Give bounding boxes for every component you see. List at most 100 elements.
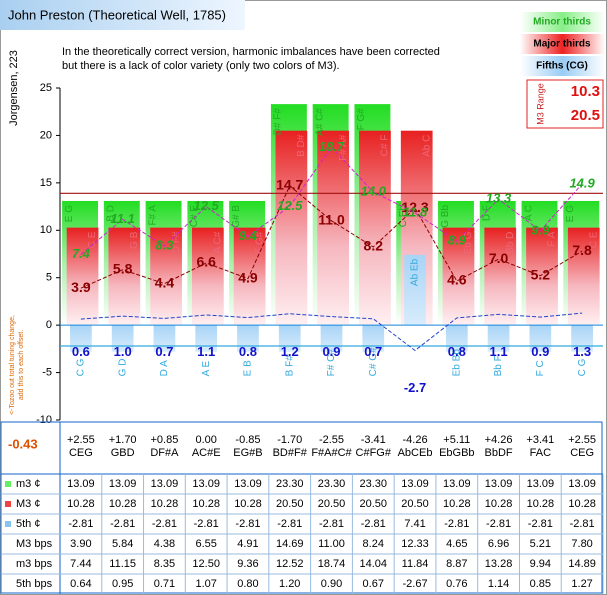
- data-label: 0.6: [72, 344, 90, 359]
- y-tick-label: 10: [40, 224, 52, 236]
- table-cell: 20.50: [401, 498, 429, 510]
- data-label: 13.3: [486, 191, 512, 206]
- bar: [404, 254, 426, 326]
- range-label: M3 Range: [535, 83, 545, 125]
- note-label: F G#: [356, 108, 367, 131]
- table-cell: 0.90: [321, 578, 342, 590]
- table-cell: 8.35: [154, 558, 175, 570]
- note-label: Bb F: [493, 355, 504, 376]
- total-offset: -0.43: [8, 436, 38, 451]
- data-label: 11.0: [318, 212, 345, 228]
- note-label: A# C#: [314, 108, 325, 136]
- data-label: 8.2: [364, 238, 384, 254]
- table-cell: 10.28: [151, 498, 179, 510]
- note-label: C Eb: [398, 205, 409, 228]
- note-label: A E: [201, 360, 212, 376]
- category-label: AC#E: [192, 447, 221, 459]
- y-axis-label: Jorgensen, 223: [8, 50, 20, 126]
- note-label: C# G#: [368, 347, 379, 376]
- table-cell: -2.81: [68, 518, 93, 530]
- table-cell: 23.30: [276, 478, 304, 490]
- note-label: D A: [159, 360, 170, 376]
- range-box: [526, 79, 604, 129]
- note-label: G B: [129, 231, 140, 249]
- note-label: C G: [76, 358, 87, 376]
- y-tick-label: 15: [40, 177, 52, 189]
- offset-label: -0.85: [235, 434, 260, 446]
- table-cell: -2.81: [277, 518, 302, 530]
- bar: [487, 325, 510, 352]
- table-cell: -2.81: [110, 518, 135, 530]
- data-label: 4.6: [447, 272, 467, 288]
- table-cell: 6.96: [488, 538, 509, 550]
- table-cell: -2.81: [486, 518, 511, 530]
- data-label: 0.8: [448, 344, 466, 359]
- note-label: B D: [106, 205, 117, 222]
- offset-label: +0.85: [151, 434, 179, 446]
- note-label: E G#: [254, 231, 265, 254]
- table-cell: 13.09: [568, 478, 596, 490]
- data-label: 5.2: [531, 266, 551, 282]
- table-cell: 20.50: [276, 498, 304, 510]
- table-cell: 10.28: [192, 498, 220, 510]
- table-cell: 9.36: [237, 558, 258, 570]
- data-label: 7.4: [72, 246, 91, 261]
- table-cell: 12.52: [276, 558, 304, 570]
- row-swatch: [5, 481, 11, 487]
- table-cell: 23.30: [360, 478, 388, 490]
- data-label: 14.0: [361, 183, 387, 198]
- bar: [529, 325, 552, 352]
- table-cell: -2.81: [361, 518, 386, 530]
- data-label: 6.6: [196, 254, 216, 270]
- note-label: B F#: [284, 355, 295, 377]
- note-label: G D: [117, 359, 128, 377]
- table-cell: 10.28: [109, 498, 137, 510]
- table-cell: 12.33: [401, 538, 429, 550]
- note-label: Bb D: [505, 232, 516, 254]
- side-note: add this to each offset.: [18, 330, 25, 400]
- row-swatch: [5, 521, 11, 527]
- note-label: C# E: [189, 205, 200, 228]
- data-label: 7.8: [572, 242, 592, 258]
- category-label: EbGBb: [439, 447, 474, 459]
- note-label: C# F: [380, 135, 391, 157]
- range-value: 10.3: [571, 83, 600, 100]
- table-cell: 13.09: [485, 478, 513, 490]
- y-tick-label: 5: [46, 272, 52, 284]
- table-cell: 0.67: [363, 578, 384, 590]
- data-label: 1.0: [114, 344, 132, 359]
- annotation: but there is a lack of color variety (on…: [62, 60, 340, 72]
- data-label: 1.1: [197, 344, 215, 359]
- bar: [445, 325, 468, 352]
- table-cell: 13.09: [109, 478, 137, 490]
- table-cell: 10.28: [67, 498, 95, 510]
- table-cell: 12.50: [192, 558, 220, 570]
- offset-label: -1.70: [277, 434, 302, 446]
- data-label: 0.7: [155, 344, 173, 359]
- table-cell: -2.67: [402, 578, 427, 590]
- category-label: F#A#C#: [311, 447, 352, 459]
- note-label: Eb Bb: [451, 349, 462, 377]
- data-label: 12.3: [401, 199, 428, 215]
- table-cell: 0.64: [70, 578, 91, 590]
- data-label: 12.5: [277, 198, 303, 213]
- table-cell: 10.28: [527, 498, 555, 510]
- offset-label: +1.70: [109, 434, 137, 446]
- table-cell: 5.84: [112, 538, 133, 550]
- offset-label: -3.41: [361, 434, 386, 446]
- table-cell: 7.41: [404, 518, 425, 530]
- legend-label: Minor thirds: [533, 17, 591, 28]
- note-label: D F: [482, 205, 493, 221]
- table-cell: 11.84: [402, 558, 429, 570]
- table-cell: 8.24: [363, 538, 384, 550]
- data-label: 7.0: [489, 250, 509, 266]
- note-label: C E: [588, 231, 599, 248]
- table-cell: 8.87: [446, 558, 467, 570]
- data-label: 1.1: [490, 344, 508, 359]
- row-label: 5th ¢: [16, 518, 40, 530]
- note-label: E G: [64, 205, 75, 222]
- bar: [275, 130, 308, 326]
- row-swatch: [5, 501, 11, 507]
- note-label: A C#: [213, 231, 224, 253]
